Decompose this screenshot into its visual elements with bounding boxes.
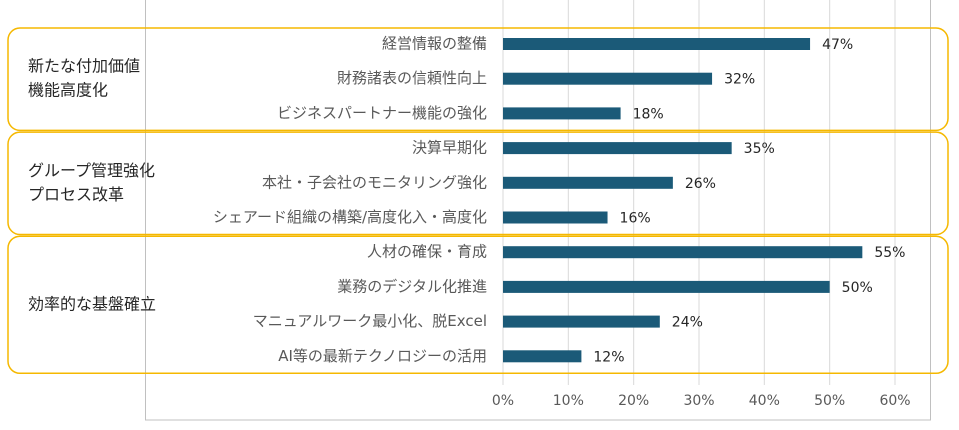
bar [503, 72, 713, 85]
group-label: グループ管理強化 [28, 161, 155, 180]
x-tick-label: 40% [749, 393, 780, 409]
x-tick-label: 30% [683, 393, 714, 409]
group-label: 機能高度化 [28, 81, 108, 100]
bar [503, 246, 863, 259]
x-tick-label: 10% [553, 393, 584, 409]
value-label: 35% [744, 141, 775, 157]
value-label: 50% [842, 280, 873, 296]
group-label: 新たな付加価値 [28, 57, 140, 76]
bar [503, 350, 582, 363]
category-label: 本社・子会社のモニタリング強化 [262, 173, 487, 191]
category-label: 経営情報の整備 [382, 35, 487, 53]
value-label: 32% [724, 72, 755, 88]
value-label: 26% [685, 176, 716, 192]
bar [503, 280, 830, 293]
bar [503, 142, 732, 155]
bar [503, 315, 660, 328]
group-box [7, 27, 949, 132]
category-label: 決算早期化 [412, 139, 487, 157]
bar [503, 38, 811, 50]
value-label: 16% [620, 211, 651, 227]
category-label: AI等の最新テクノロジーの活用 [278, 347, 487, 365]
group-label: 効率的な基盤確立 [28, 294, 156, 313]
bar [503, 211, 608, 224]
value-label: 12% [593, 349, 624, 365]
value-label: 55% [874, 245, 905, 261]
group-box [7, 131, 949, 236]
value-label: 24% [672, 315, 703, 331]
category-label: ビジネスパートナー機能の強化 [277, 104, 487, 122]
value-label: 18% [633, 106, 664, 122]
group-box [7, 235, 949, 375]
x-tick-label: 50% [814, 393, 845, 409]
group-label: プロセス改革 [28, 185, 124, 204]
x-tick-label: 60% [879, 393, 910, 409]
category-label: シェアード組織の構築/高度化入・高度化 [213, 208, 487, 226]
category-label: 業務のデジタル化推進 [337, 277, 487, 295]
bar [503, 176, 673, 189]
value-label: 47% [822, 37, 853, 53]
x-tick-label: 0% [492, 393, 514, 409]
category-label: 財務諸表の信頼性向上 [337, 69, 487, 87]
x-tick-label: 20% [618, 393, 649, 409]
bar [503, 107, 621, 120]
category-label: 人材の確保・育成 [367, 243, 487, 261]
plot-border [145, 0, 931, 421]
category-label: マニュアルワーク最小化、脱Excel [253, 312, 487, 330]
